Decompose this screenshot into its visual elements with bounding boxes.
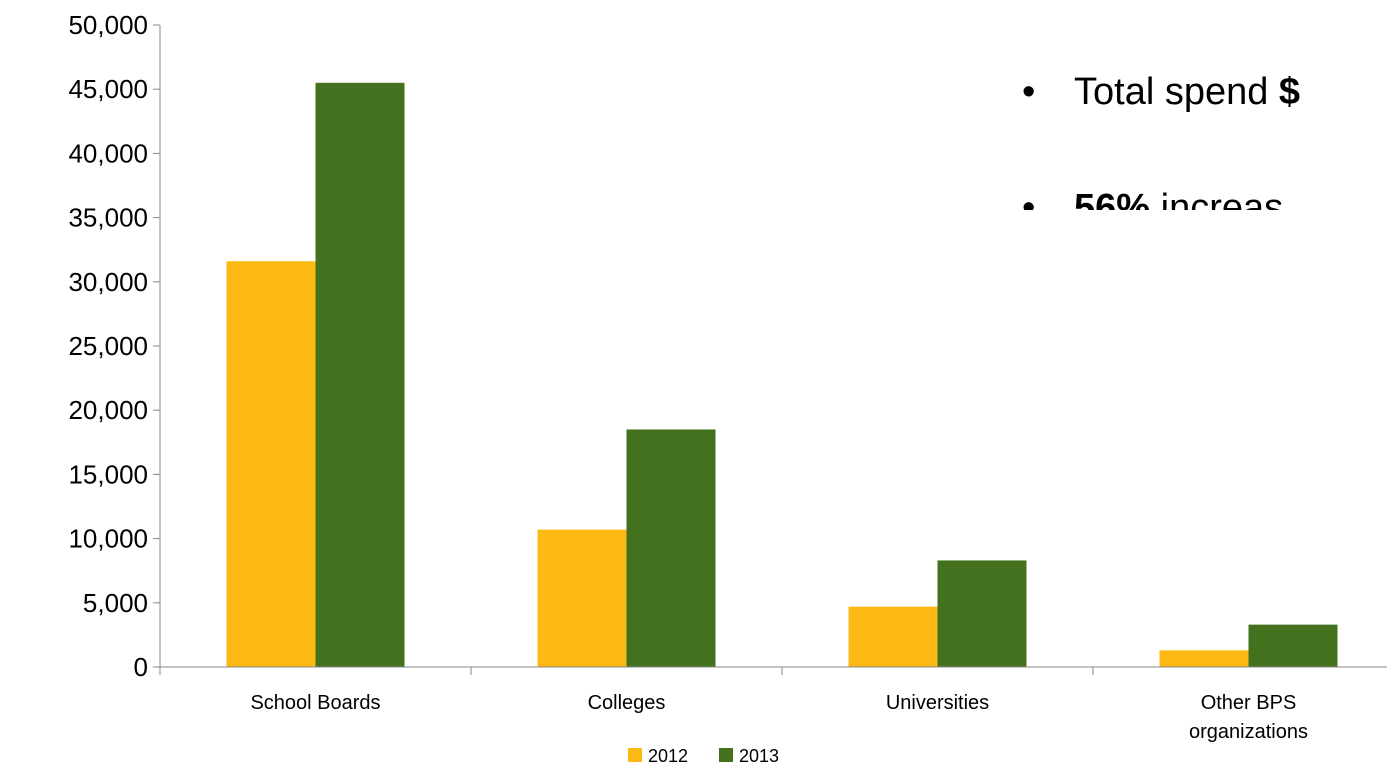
bar-2013-universities [937, 560, 1027, 667]
bar-2013-other-bps-organizations [1248, 624, 1338, 667]
bullet: • [1022, 187, 1036, 210]
note-total-spend: • Total spend $ [1022, 70, 1300, 114]
note-text: increas [1150, 187, 1284, 210]
x-tick-label: School Boards [250, 692, 380, 714]
y-tick-label: 15,000 [68, 459, 148, 489]
y-tick-label: 50,000 [68, 10, 148, 40]
axes [159, 25, 1387, 675]
x-axis-labels: School Boards Colleges Universities Other B… [250, 692, 1308, 743]
legend: 2012 2013 [628, 746, 779, 765]
y-tick-label: 20,000 [68, 395, 148, 425]
x-tick-label: Other BPS [1201, 692, 1297, 714]
legend-label-2012: 2012 [648, 746, 688, 765]
legend-swatch-2012 [628, 748, 642, 762]
y-axis-ticks: 0 5,000 10,000 15,000 20,000 25,000 30,000 35,0… [68, 10, 160, 682]
y-tick-label: 25,000 [68, 331, 148, 361]
y-tick-label: 40,000 [68, 138, 148, 168]
bar-2013-colleges [626, 429, 716, 667]
y-tick-label: 30,000 [68, 267, 148, 297]
y-tick-label: 45,000 [68, 74, 148, 104]
note-text: Total spend [1074, 71, 1279, 113]
note-increase: •56% increas compared to [1022, 186, 1285, 210]
bar-2012-school-boards [226, 261, 316, 667]
slide-notes: •Total spend $ •56% increas compared to [1022, 70, 1387, 210]
bar-2012-universities [848, 606, 938, 667]
bar-2012-colleges [537, 529, 627, 667]
y-tick-label: 0 [134, 652, 148, 682]
bars [226, 82, 1338, 667]
legend-swatch-2013 [719, 748, 733, 762]
bullet: • [1022, 71, 1036, 113]
x-tick-label: Colleges [588, 692, 666, 714]
x-tick-label: organizations [1189, 721, 1308, 743]
x-tick-label: Universities [886, 692, 989, 714]
y-tick-label: 10,000 [68, 524, 148, 554]
legend-label-2013: 2013 [739, 746, 779, 765]
note-bold: 56% [1074, 187, 1151, 210]
bar-2012-other-bps-organizations [1159, 650, 1249, 667]
y-tick-label: 35,000 [68, 203, 148, 233]
note-bold: $ [1278, 71, 1301, 113]
y-tick-label: 5,000 [83, 588, 148, 618]
bar-2013-school-boards [315, 82, 405, 667]
